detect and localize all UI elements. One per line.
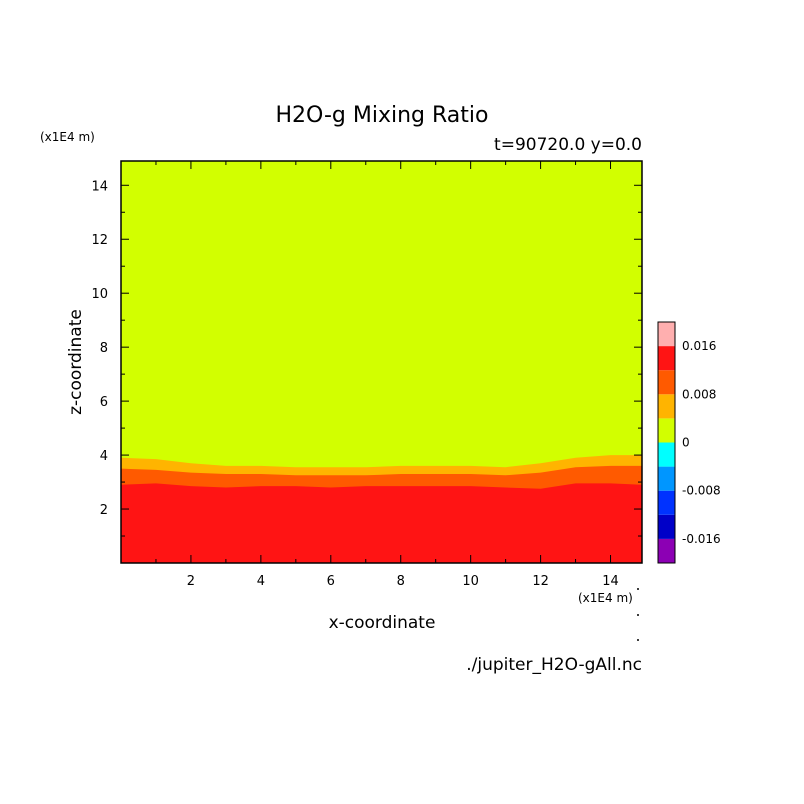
- x-tick-label: 10: [462, 574, 479, 589]
- colorbar-tick-label: 0.016: [682, 339, 716, 353]
- colorbar-swatch: [658, 370, 675, 395]
- x-tick-label: 4: [257, 574, 265, 589]
- colorbar-frame: [657, 321, 676, 564]
- x-tick-label: 14: [602, 574, 619, 589]
- colorbar-swatch: [658, 538, 675, 563]
- x-tick-label: 12: [532, 574, 549, 589]
- colorbar-swatch: [658, 442, 675, 467]
- y-tick-label: 8: [100, 341, 108, 356]
- chart-title: H2O-g Mixing Ratio: [276, 103, 489, 128]
- time-label: t=90720.0 y=0.0: [494, 135, 642, 155]
- y-tick-label: 12: [91, 233, 108, 248]
- colorbar-tick-label: 0: [682, 436, 690, 450]
- colorbar-tick-label: 0.008: [682, 387, 716, 401]
- source-file-label: ./jupiter_H2O-gAll.nc: [466, 655, 642, 675]
- colorbar-swatch: [658, 394, 675, 419]
- contour-plot-area: [120, 160, 643, 564]
- y-tick-label: 10: [91, 287, 108, 302]
- y-axis-label: z-coordinate: [66, 309, 86, 415]
- y-tick-label: 14: [91, 179, 108, 194]
- colorbar-tick-label: -0.016: [682, 532, 721, 546]
- dot-marker: [637, 614, 639, 616]
- x-tick-label: 2: [187, 574, 195, 589]
- dot-marker: [637, 639, 639, 641]
- x-unit-label: (x1E4 m): [578, 591, 633, 605]
- colorbar-swatch: [658, 322, 675, 347]
- y-tick-label: 6: [100, 395, 108, 410]
- dot-markers: [637, 588, 639, 641]
- y-unit-label: (x1E4 m): [40, 130, 95, 144]
- x-tick-label: 6: [327, 574, 335, 589]
- y-tick-label: 2: [100, 503, 108, 518]
- colorbar-swatch: [658, 514, 675, 539]
- colorbar-swatch: [658, 346, 675, 371]
- y-tick-label: 4: [100, 449, 108, 464]
- colorbar-swatch: [658, 418, 675, 443]
- x-axis-label: x-coordinate: [329, 613, 436, 633]
- colorbar-tick-label: -0.008: [682, 484, 721, 498]
- plot-frame: [120, 160, 643, 564]
- colorbar-swatch: [658, 490, 675, 515]
- x-tick-label: 8: [397, 574, 405, 589]
- dot-marker: [637, 588, 639, 590]
- contour-band: [121, 483, 642, 563]
- colorbar-swatch: [658, 466, 675, 491]
